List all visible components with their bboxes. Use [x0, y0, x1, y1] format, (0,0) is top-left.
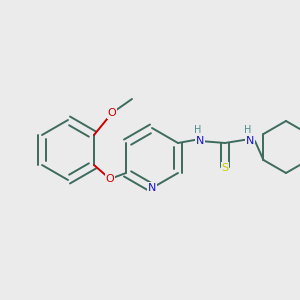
Text: O: O: [108, 108, 116, 118]
Text: S: S: [221, 163, 229, 173]
Text: H: H: [244, 125, 252, 135]
Text: N: N: [196, 136, 204, 146]
Text: N: N: [148, 183, 156, 193]
Text: O: O: [106, 174, 114, 184]
Text: H: H: [194, 125, 202, 135]
Text: N: N: [246, 136, 254, 146]
